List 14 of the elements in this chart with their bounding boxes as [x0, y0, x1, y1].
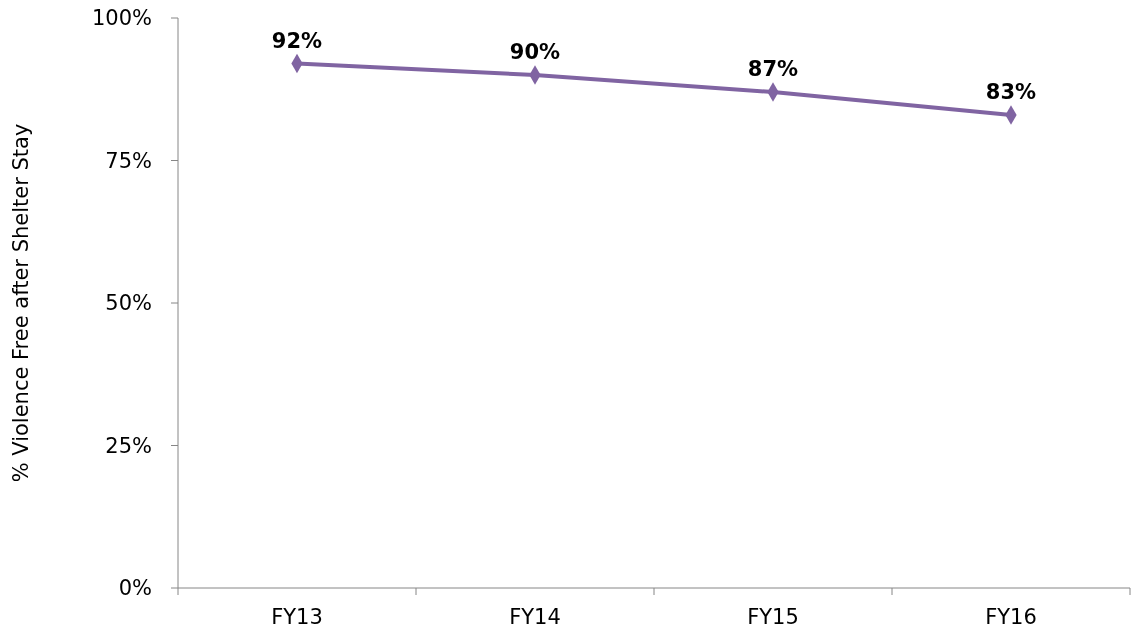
data-label: 87% [747, 57, 799, 82]
y-tick-label: 50% [105, 291, 152, 316]
y-axis-title: % Violence Free after Shelter Stay [9, 123, 33, 483]
data-label: 92% [271, 28, 323, 53]
x-tick-label: FY13 [271, 605, 323, 629]
x-tick-label: FY16 [985, 605, 1037, 629]
x-tick-label: FY14 [509, 605, 561, 629]
x-tick-label: FY15 [747, 605, 799, 629]
y-tick-label: 0% [118, 576, 152, 601]
y-tick-label: 75% [105, 148, 152, 173]
y-tick-label: 25% [105, 433, 152, 458]
y-tick-label: 100% [91, 6, 152, 31]
data-label: 90% [509, 40, 561, 64]
data-label: 83% [985, 79, 1037, 104]
